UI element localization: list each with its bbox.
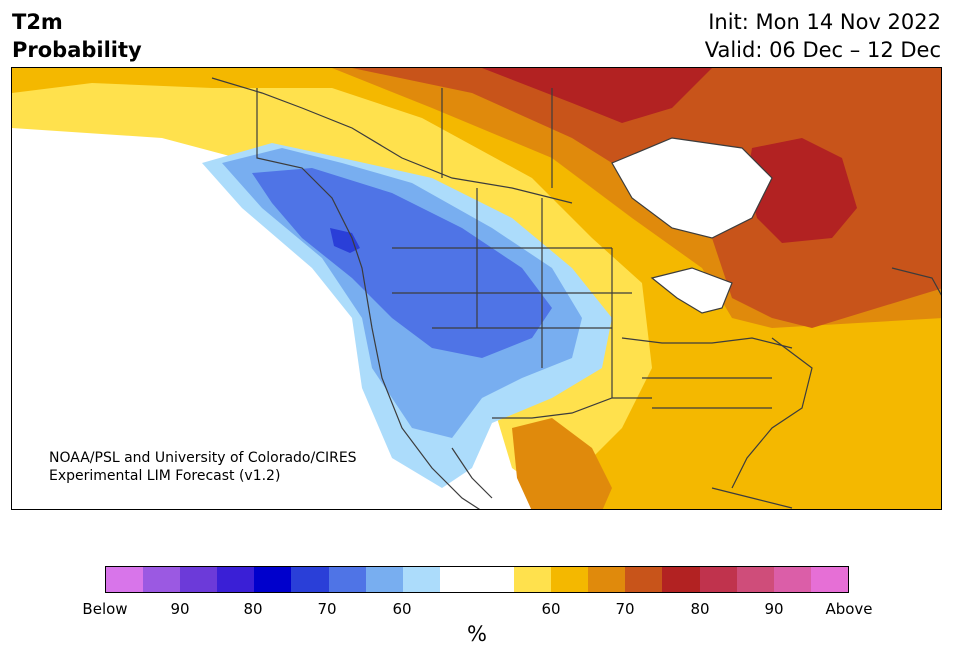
colorbar-tick-label: 60 [392,600,412,618]
colorbar-swatch [254,567,292,592]
metric-label: Probability [12,38,142,62]
colorbar-swatch [551,567,589,592]
colorbar-swatch [439,567,477,592]
warm-90-region [352,68,941,328]
colorbar-swatch [106,567,144,592]
colorbar-swatch [625,567,663,592]
colorbar-swatch [588,567,626,592]
colorbar-swatch [217,567,255,592]
gulf-warm-region [512,418,612,509]
colorbar-swatch [736,567,774,592]
colorbar-tick-label: 90 [764,600,784,618]
forecast-dates: Init: Mon 14 Nov 2022 Valid: 06 Dec – 12… [705,8,941,64]
data-credit: NOAA/PSL and University of Colorado/CIRE… [49,449,357,485]
colorbar-tick-label: 70 [317,600,337,618]
init-date: Init: Mon 14 Nov 2022 [708,10,941,34]
warm-above-region [482,68,857,243]
colorbar-tick-label: 80 [243,600,263,618]
colorbar-swatch [773,567,811,592]
colorbar-swatch [291,567,329,592]
great-lakes [652,268,732,313]
colorbar-swatch [662,567,700,592]
colorbar-swatch [402,567,440,592]
colorbar-swatch [180,567,218,592]
probability-colorbar [105,566,849,593]
cold-90-region [330,228,360,253]
colorbar-swatch [810,567,848,592]
variable-label: T2m [12,10,63,34]
credit-line-1: NOAA/PSL and University of Colorado/CIRE… [49,450,357,466]
colorbar-tick-label: 90 [170,600,190,618]
colorbar-swatch [328,567,366,592]
colorbar-tick-label: 70 [615,600,635,618]
colorbar-tick-label: 60 [541,600,561,618]
colorbar-swatch [476,567,515,592]
colorbar-swatch [365,567,403,592]
colorbar-swatch [514,567,552,592]
colorbar-swatch [699,567,737,592]
colorbar-unit: % [467,622,487,646]
credit-line-2: Experimental LIM Forecast (v1.2) [49,468,281,484]
forecast-map [11,67,942,510]
valid-range: Valid: 06 Dec – 12 Dec [704,38,941,62]
colorbar-swatch [143,567,181,592]
map-title: T2m Probability [12,8,142,64]
colorbar-tick-label: 80 [690,600,710,618]
colorbar-tick-label: Below [82,600,128,618]
coast-and-borders [211,77,941,509]
colorbar-tick-label: Above [825,600,873,618]
map-canvas [12,68,941,509]
